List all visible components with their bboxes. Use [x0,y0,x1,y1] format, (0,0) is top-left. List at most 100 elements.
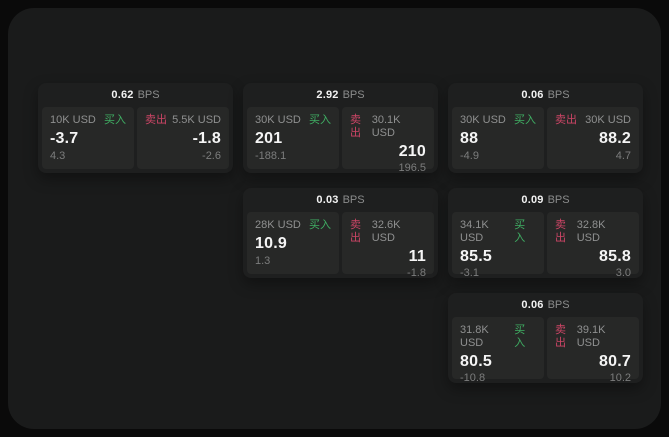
sell-amount: 39.1K USD [576,324,606,349]
sell-tile[interactable]: 卖出 30K USD 88.2 4.7 [547,107,639,169]
buy-amount: 30K USD [255,114,301,126]
sell-tile-header: 卖出 30K USD [555,114,631,127]
sell-amount: 32.8K USD [576,219,606,244]
quote-body: 28K USD 买入 10.9 1.3 卖出 32.6K USD 11 -1.8 [243,212,438,279]
buy-price: 10.9 [255,235,287,252]
sell-change: 196.5 [398,162,426,174]
sell-tile[interactable]: 卖出 30.1K USD 210 196.5 [342,107,434,174]
quote-card: 2.92 BPS 30K USD 买入 201 -188.1 卖出 30.1K … [243,83,438,174]
quotes-panel: 0.62 BPS 10K USD 买入 -3.7 4.3 卖出 5.5K USD [8,8,661,429]
buy-label: 买入 [309,219,331,231]
buy-change: -4.9 [460,150,479,162]
sell-price: 80.7 [599,353,631,370]
buy-tile[interactable]: 31.8K USD 买入 80.5 -10.8 [452,317,544,384]
buy-label: 买入 [104,114,126,126]
buy-tile-header: 10K USD 买入 [50,114,126,127]
spread-header: 0.03 BPS [243,188,438,212]
spread-value: 0.06 [521,89,544,101]
buy-tile[interactable]: 28K USD 买入 10.9 1.3 [247,212,339,274]
quote-card: 0.03 BPS 28K USD 买入 10.9 1.3 卖出 32.6K US… [243,188,438,279]
buy-price: 88 [460,130,479,147]
sell-label: 卖出 [555,114,577,126]
buy-tile-header: 28K USD 买入 [255,219,331,232]
buy-amount: 10K USD [50,114,96,126]
sell-label: 卖出 [350,114,361,139]
buy-change: -10.8 [460,372,486,384]
sell-tile-header: 卖出 30.1K USD [350,114,426,140]
bps-unit-label: BPS [547,194,570,206]
buy-label: 买入 [309,114,331,126]
buy-label: 买入 [514,324,526,349]
sell-change: -2.6 [202,150,221,162]
sell-amount: 5.5K USD [172,114,221,126]
sell-tile-header: 卖出 39.1K USD [555,324,631,350]
buy-amount: 30K USD [460,114,506,126]
sell-tile-header: 卖出 5.5K USD [145,114,221,127]
buy-tile[interactable]: 34.1K USD 买入 85.5 -3.1 [452,212,544,279]
buy-amount: 31.8K USD [460,324,489,349]
buy-tile[interactable]: 30K USD 买入 88 -4.9 [452,107,544,169]
buy-tile-header: 30K USD 买入 [460,114,536,127]
spread-header: 0.06 BPS [448,83,643,107]
spread-header: 0.62 BPS [38,83,233,107]
spread-header: 2.92 BPS [243,83,438,107]
bps-unit-label: BPS [547,89,570,101]
buy-tile-header: 30K USD 买入 [255,114,331,127]
sell-label: 卖出 [555,219,566,244]
buy-price: -3.7 [50,130,79,147]
quote-body: 31.8K USD 买入 80.5 -10.8 卖出 39.1K USD 80.… [448,317,643,384]
buy-change: 1.3 [255,255,271,267]
buy-amount: 34.1K USD [460,219,489,244]
sell-price: 210 [398,143,426,160]
sell-tile[interactable]: 卖出 39.1K USD 80.7 10.2 [547,317,639,384]
sell-label: 卖出 [145,114,167,126]
buy-tile-header: 34.1K USD 买入 [460,219,536,245]
sell-change: -1.8 [407,267,426,279]
buy-price: 201 [255,130,283,147]
buy-change: -188.1 [255,150,287,162]
sell-tile[interactable]: 卖出 32.6K USD 11 -1.8 [342,212,434,279]
spread-value: 0.06 [521,299,544,311]
buy-price: 85.5 [460,248,492,265]
sell-tile-header: 卖出 32.6K USD [350,219,426,245]
spread-header: 0.09 BPS [448,188,643,212]
quote-body: 30K USD 买入 88 -4.9 卖出 30K USD 88.2 4.7 [448,107,643,169]
quote-card: 0.62 BPS 10K USD 买入 -3.7 4.3 卖出 5.5K USD [38,83,233,173]
sell-tile-header: 卖出 32.8K USD [555,219,631,245]
sell-change: 10.2 [609,372,631,384]
spread-value: 0.03 [316,194,339,206]
buy-tile[interactable]: 30K USD 买入 201 -188.1 [247,107,339,169]
buy-label: 买入 [514,219,526,244]
sell-amount: 32.6K USD [371,219,401,244]
sell-label: 卖出 [555,324,566,349]
sell-price: 85.8 [599,248,631,265]
buy-price: 80.5 [460,353,492,370]
buy-tile[interactable]: 10K USD 买入 -3.7 4.3 [42,107,134,169]
sell-tile[interactable]: 卖出 32.8K USD 85.8 3.0 [547,212,639,279]
buy-label: 买入 [514,114,536,126]
sell-amount: 30.1K USD [371,114,401,139]
bps-unit-label: BPS [342,194,365,206]
quote-body: 30K USD 买入 201 -188.1 卖出 30.1K USD 210 1… [243,107,438,174]
quote-card: 0.06 BPS 30K USD 买入 88 -4.9 卖出 30K USD [448,83,643,173]
spread-value: 0.62 [111,89,134,101]
sell-change: 3.0 [615,267,631,279]
sell-tile[interactable]: 卖出 5.5K USD -1.8 -2.6 [137,107,229,169]
sell-price: 88.2 [599,130,631,147]
buy-change: -3.1 [460,267,479,279]
bps-unit-label: BPS [342,89,365,101]
bps-unit-label: BPS [137,89,160,101]
quote-card: 0.09 BPS 34.1K USD 买入 85.5 -3.1 卖出 32.8K… [448,188,643,279]
spread-value: 0.09 [521,194,544,206]
buy-amount: 28K USD [255,219,301,231]
quote-body: 34.1K USD 买入 85.5 -3.1 卖出 32.8K USD 85.8… [448,212,643,279]
buy-change: 4.3 [50,150,66,162]
buy-tile-header: 31.8K USD 买入 [460,324,536,350]
sell-price: 11 [408,248,426,265]
sell-price: -1.8 [192,130,221,147]
sell-change: 4.7 [615,150,631,162]
sell-amount: 30K USD [585,114,631,126]
spread-value: 2.92 [316,89,339,101]
quote-body: 10K USD 买入 -3.7 4.3 卖出 5.5K USD -1.8 -2.… [38,107,233,169]
